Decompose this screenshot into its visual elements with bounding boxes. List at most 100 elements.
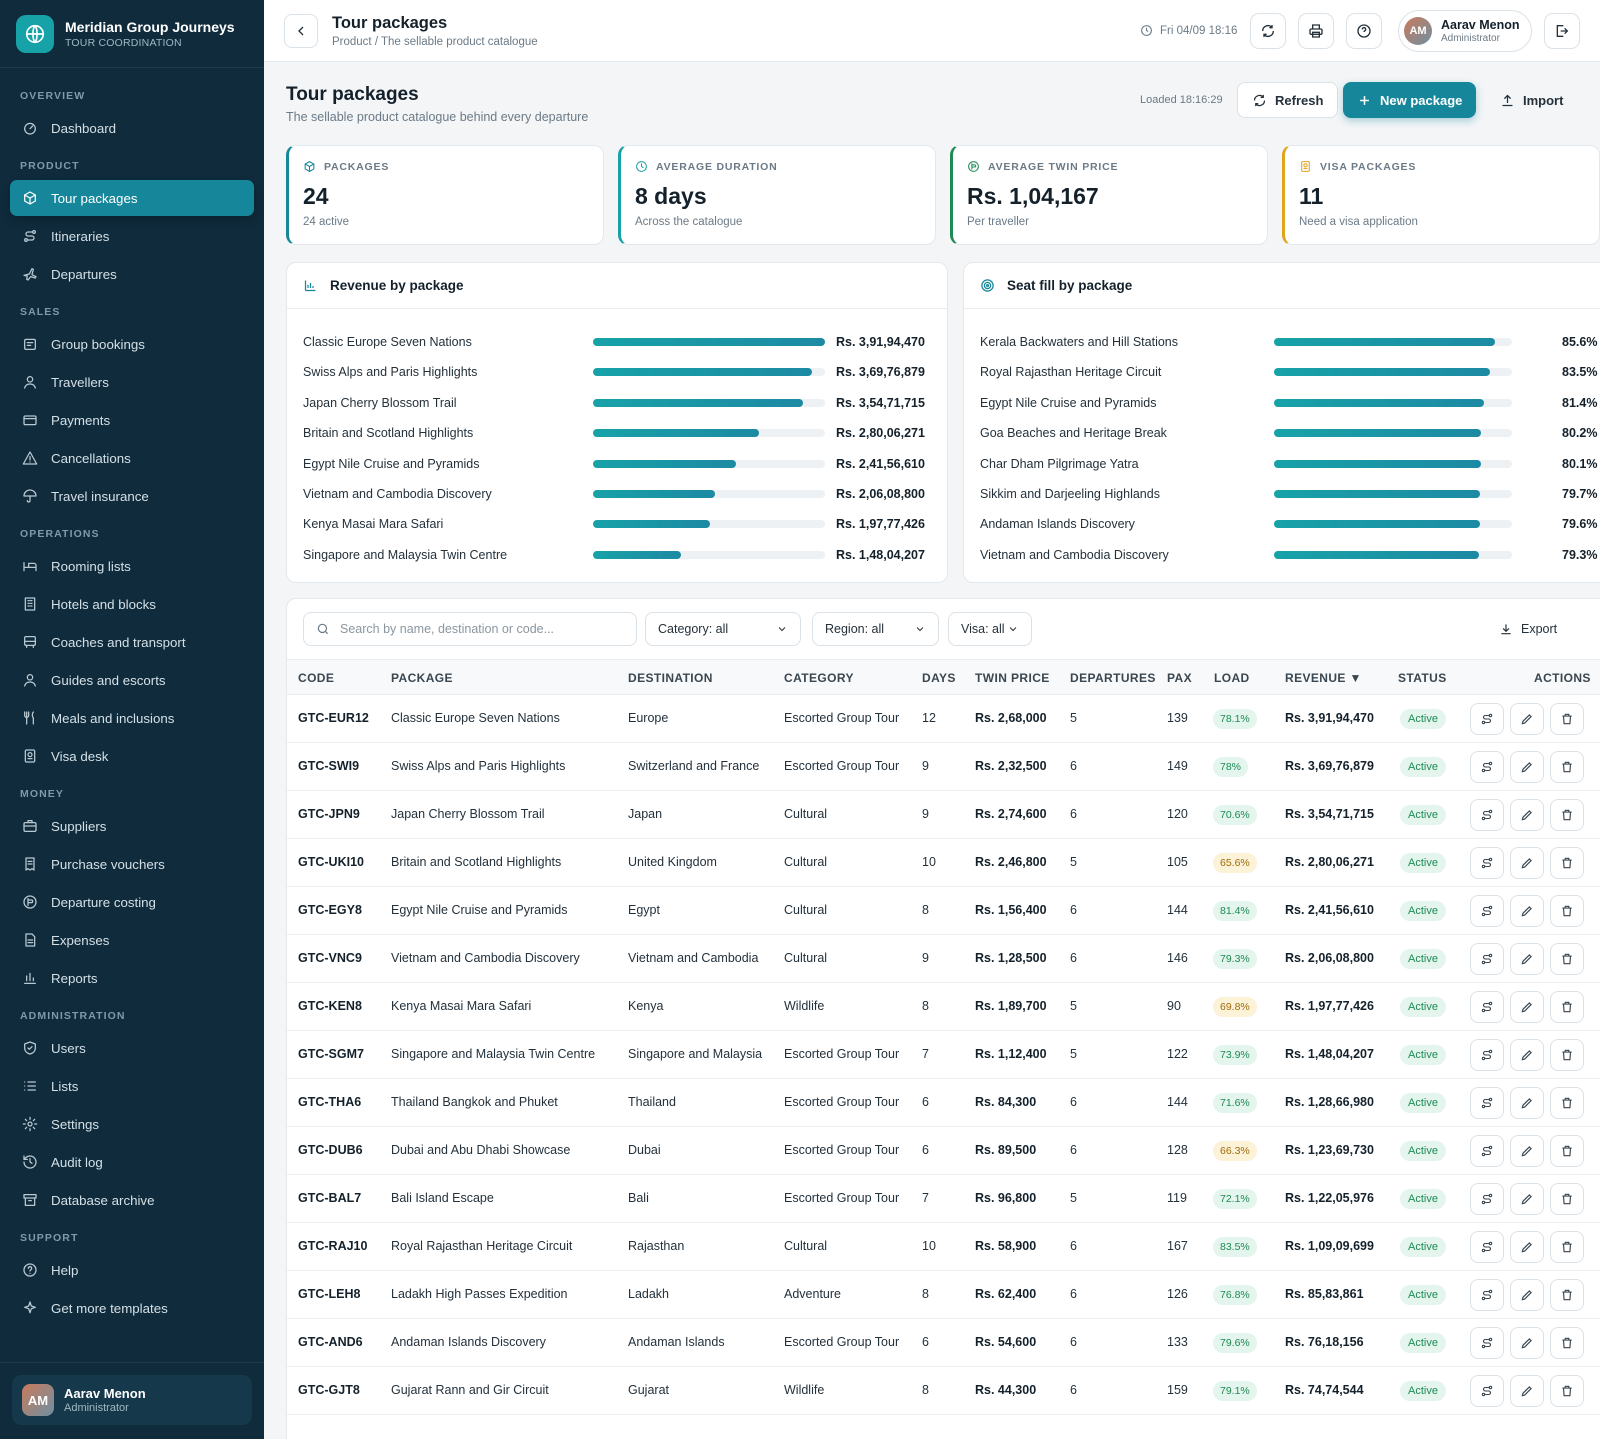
column-header[interactable]: REVENUE ▼ (1285, 671, 1362, 685)
sidebar-item-purchase-vouchers[interactable]: Purchase vouchers (10, 846, 254, 882)
sidebar-user-card[interactable]: AM Aarav Menon Administrator (12, 1375, 252, 1425)
sidebar-item-expenses[interactable]: Expenses (10, 922, 254, 958)
edit-button[interactable] (1510, 1327, 1544, 1359)
table-row[interactable]: GTC-RAJ10 Royal Rajasthan Heritage Circui… (287, 1223, 1600, 1271)
table-row[interactable]: GTC-EUR12 Classic Europe Seven Nations Eur… (287, 695, 1600, 743)
edit-button[interactable] (1510, 751, 1544, 783)
sidebar-item-departures[interactable]: Departures (10, 256, 254, 292)
itinerary-button[interactable] (1470, 847, 1504, 879)
delete-button[interactable] (1550, 991, 1584, 1023)
itinerary-button[interactable] (1470, 1135, 1504, 1167)
sidebar-item-hotels-and-blocks[interactable]: Hotels and blocks (10, 586, 254, 622)
edit-button[interactable] (1510, 1279, 1544, 1311)
delete-button[interactable] (1550, 1327, 1584, 1359)
column-header[interactable]: LOAD (1214, 671, 1250, 685)
sidebar-item-travellers[interactable]: Travellers (10, 364, 254, 400)
delete-button[interactable] (1550, 1375, 1584, 1407)
column-header[interactable]: STATUS (1398, 671, 1447, 685)
sync-button[interactable] (1250, 13, 1286, 49)
table-row[interactable]: GTC-VNC9 Vietnam and Cambodia Discovery Vi… (287, 935, 1600, 983)
sidebar-item-help[interactable]: Help (10, 1252, 254, 1288)
sidebar-item-database-archive[interactable]: Database archive (10, 1182, 254, 1218)
itinerary-button[interactable] (1470, 703, 1504, 735)
sidebar-item-rooming-lists[interactable]: Rooming lists (10, 548, 254, 584)
itinerary-button[interactable] (1470, 751, 1504, 783)
import-button[interactable]: Import (1486, 82, 1577, 118)
edit-button[interactable] (1510, 799, 1544, 831)
back-button[interactable] (284, 14, 318, 48)
edit-button[interactable] (1510, 943, 1544, 975)
edit-button[interactable] (1510, 1039, 1544, 1071)
sidebar-item-coaches-and-transport[interactable]: Coaches and transport (10, 624, 254, 660)
itinerary-button[interactable] (1470, 991, 1504, 1023)
table-row[interactable]: GTC-GJT8 Gujarat Rann and Gir Circuit Guja… (287, 1367, 1600, 1415)
sidebar-item-settings[interactable]: Settings (10, 1106, 254, 1142)
sidebar-item-departure-costing[interactable]: Departure costing (10, 884, 254, 920)
table-row[interactable]: GTC-DUB6 Dubai and Abu Dhabi Showcase Duba… (287, 1127, 1600, 1175)
sidebar-item-reports[interactable]: Reports (10, 960, 254, 996)
help-button[interactable] (1346, 13, 1382, 49)
export-button[interactable]: Export (1499, 612, 1558, 646)
table-row[interactable]: GTC-EGY8 Egypt Nile Cruise and Pyramids Eg… (287, 887, 1600, 935)
itinerary-button[interactable] (1470, 1279, 1504, 1311)
column-header[interactable]: DESTINATION (628, 671, 713, 685)
edit-button[interactable] (1510, 1375, 1544, 1407)
refresh-button[interactable]: Refresh (1237, 82, 1339, 118)
new-package-button[interactable]: New package (1343, 82, 1477, 118)
itinerary-button[interactable] (1470, 943, 1504, 975)
print-button[interactable] (1298, 13, 1334, 49)
sidebar-item-dashboard[interactable]: Dashboard (10, 110, 254, 146)
column-header[interactable]: DAYS (922, 671, 956, 685)
sidebar-item-guides-and-escorts[interactable]: Guides and escorts (10, 662, 254, 698)
itinerary-button[interactable] (1470, 1231, 1504, 1263)
table-row[interactable]: GTC-BAL7 Bali Island Escape Bali Escorted G… (287, 1175, 1600, 1223)
visa-filter[interactable]: Visa: all (948, 612, 1032, 646)
sidebar-item-meals-and-inclusions[interactable]: Meals and inclusions (10, 700, 254, 736)
delete-button[interactable] (1550, 799, 1584, 831)
sidebar-item-visa-desk[interactable]: Visa desk (10, 738, 254, 774)
column-header[interactable]: TWIN PRICE (975, 671, 1050, 685)
column-header[interactable]: CODE (298, 671, 335, 685)
search-input[interactable]: Search by name, destination or code... (303, 612, 637, 646)
edit-button[interactable] (1510, 703, 1544, 735)
sidebar-item-audit-log[interactable]: Audit log (10, 1144, 254, 1180)
table-row[interactable]: GTC-THA6 Thailand Bangkok and Phuket Thail… (287, 1079, 1600, 1127)
sidebar-item-get-more-templates[interactable]: Get more templates (10, 1290, 254, 1326)
delete-button[interactable] (1550, 751, 1584, 783)
table-row[interactable]: GTC-SGM7 Singapore and Malaysia Twin Cent… (287, 1031, 1600, 1079)
delete-button[interactable] (1550, 1039, 1584, 1071)
delete-button[interactable] (1550, 1183, 1584, 1215)
region-filter[interactable]: Region: all (812, 612, 939, 646)
sidebar-item-lists[interactable]: Lists (10, 1068, 254, 1104)
delete-button[interactable] (1550, 1087, 1584, 1119)
column-header[interactable]: PAX (1167, 671, 1192, 685)
table-row[interactable]: GTC-JPN9 Japan Cherry Blossom Trail Japan C… (287, 791, 1600, 839)
brand[interactable]: Meridian Group Journeys TOUR COORDINATIO… (0, 0, 264, 68)
edit-button[interactable] (1510, 1135, 1544, 1167)
sidebar-item-users[interactable]: Users (10, 1030, 254, 1066)
delete-button[interactable] (1550, 1135, 1584, 1167)
column-header[interactable]: CATEGORY (784, 671, 854, 685)
column-header[interactable]: PACKAGE (391, 671, 453, 685)
category-filter[interactable]: Category: all (645, 612, 801, 646)
delete-button[interactable] (1550, 943, 1584, 975)
delete-button[interactable] (1550, 895, 1584, 927)
itinerary-button[interactable] (1470, 1183, 1504, 1215)
itinerary-button[interactable] (1470, 1375, 1504, 1407)
column-header[interactable]: DEPARTURES (1070, 671, 1156, 685)
delete-button[interactable] (1550, 847, 1584, 879)
table-row[interactable]: GTC-UKI10 Britain and Scotland Highlights… (287, 839, 1600, 887)
edit-button[interactable] (1510, 991, 1544, 1023)
table-row[interactable]: GTC-SWI9 Swiss Alps and Paris Highlights S… (287, 743, 1600, 791)
edit-button[interactable] (1510, 895, 1544, 927)
sidebar-item-suppliers[interactable]: Suppliers (10, 808, 254, 844)
delete-button[interactable] (1550, 1279, 1584, 1311)
table-row[interactable]: GTC-AND6 Andaman Islands Discovery Andaman… (287, 1319, 1600, 1367)
sidebar-item-cancellations[interactable]: Cancellations (10, 440, 254, 476)
itinerary-button[interactable] (1470, 1039, 1504, 1071)
edit-button[interactable] (1510, 1231, 1544, 1263)
column-header[interactable]: ACTIONS (1534, 671, 1591, 685)
edit-button[interactable] (1510, 1183, 1544, 1215)
itinerary-button[interactable] (1470, 895, 1504, 927)
sidebar-item-itineraries[interactable]: Itineraries (10, 218, 254, 254)
